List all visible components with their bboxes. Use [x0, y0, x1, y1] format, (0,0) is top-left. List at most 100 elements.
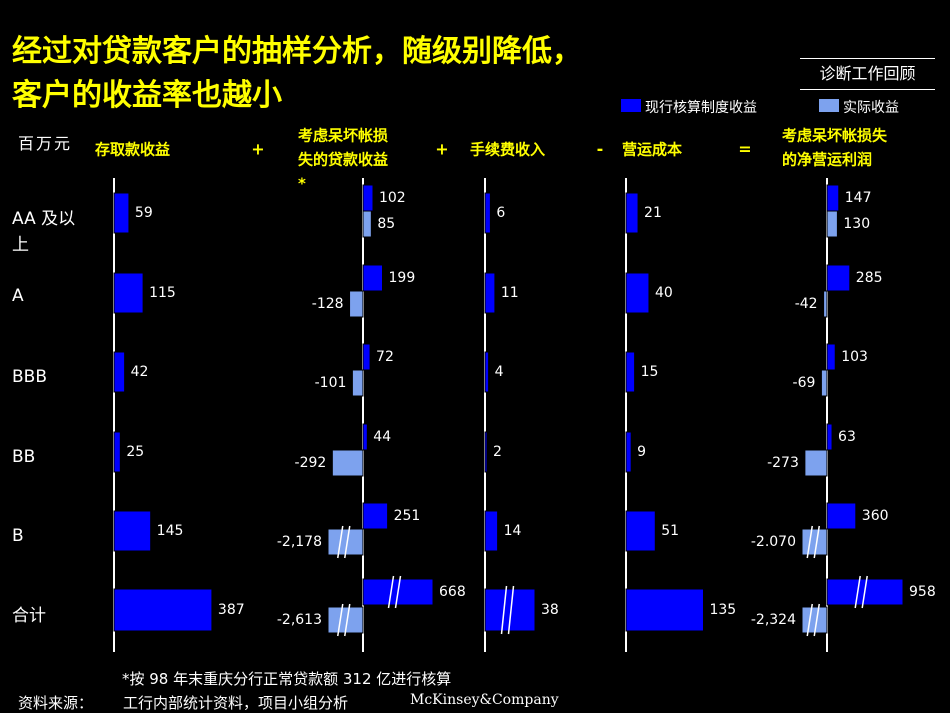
bar-p5-s1-r2: [826, 264, 851, 292]
bar-p5-s2-r3: [820, 369, 828, 397]
bar-p2-s1-r3: [362, 343, 371, 371]
bar-p5-s2-r5-break-b: [813, 525, 820, 559]
data-label-p2-s1-r4: 44: [373, 429, 391, 445]
data-label-p4-s1-r4: 9: [637, 444, 646, 460]
data-label-p5-s2-r4: -273: [767, 455, 799, 471]
bar-p4-s1-r2: [625, 272, 650, 314]
data-label-p3-s1-r1: 6: [496, 205, 505, 221]
bar-p4-s1-r6: [625, 588, 704, 632]
data-label-p2-s2-r4: -292: [295, 455, 327, 471]
bar-p2-s2-r1: [362, 210, 372, 238]
bar-p5-s2-r6-break-b: [813, 603, 820, 637]
legend-actual-label: 实际收益: [843, 100, 899, 116]
data-label-p1-s1-r3: 42: [131, 364, 149, 380]
bar-p1-s1-r6: [113, 588, 213, 632]
data-label-p2-s1-r3: 72: [376, 349, 394, 365]
legend-current-label: 现行核算制度收益: [645, 100, 757, 116]
bar-p3-s1-r5: [484, 510, 499, 552]
section-tag: 诊断工作回顾: [800, 58, 935, 90]
data-label-p3-s1-r4: 2: [493, 444, 502, 460]
data-label-p5-s1-r4: 63: [838, 429, 856, 445]
bar-p2-s2-r5-break-a: [337, 525, 344, 559]
operator-3: -: [597, 140, 604, 159]
bar-p2-s1-r6-break-b: [394, 575, 402, 609]
data-label-p3-s1-r5: 14: [504, 523, 522, 539]
bar-p5-s2-r5-break-a: [806, 525, 813, 559]
data-label-p2-s1-r6: 668: [439, 584, 466, 600]
bar-p1-s1-r5: [113, 510, 152, 552]
operator-1: +: [251, 140, 264, 159]
data-label-p1-s1-r1: 59: [135, 205, 153, 221]
bar-p2-s2-r6-break-a: [337, 603, 344, 637]
bar-p5-s1-r3: [826, 343, 836, 371]
bar-p5-s1-r6-break-a: [854, 575, 861, 609]
page-title-line-2: 客户的收益率也越小: [12, 78, 282, 113]
data-label-p5-s2-r5: -2.070: [751, 534, 796, 550]
bar-p2-s1-r1: [362, 184, 374, 212]
page-title: 经过对贷款客户的抽样分析，随级别降低， 客户的收益率也越小: [12, 30, 812, 118]
data-label-p4-s1-r6: 135: [709, 602, 736, 618]
bar-p2-s2-r6-break-b: [344, 603, 351, 637]
operator-4: =: [738, 140, 751, 159]
data-label-p5-s1-r5: 360: [862, 508, 889, 524]
bar-p5-s1-r5: [826, 502, 857, 530]
category-label-5: B: [12, 526, 24, 546]
bar-p5-s2-r6: [801, 606, 828, 634]
panel-header-1: 存取款收益: [95, 141, 170, 159]
data-label-p5-s2-r6: -2,324: [751, 612, 796, 628]
brand-logo-text: McKinsey&Company: [410, 692, 559, 708]
data-label-p1-s1-r2: 115: [149, 285, 176, 301]
data-label-p4-s1-r2: 40: [655, 285, 673, 301]
data-label-p3-s1-r6: 38: [541, 602, 559, 618]
bar-p4-s1-r4: [625, 431, 632, 473]
bar-p2-s1-r4: [362, 423, 368, 451]
legend-actual: 实际收益: [818, 97, 899, 117]
panel-header-3: 手续费收入: [470, 141, 545, 159]
panel-header-2-line-3: *: [298, 175, 306, 193]
bar-p5-s1-r4: [826, 423, 833, 451]
category-label-6: 合计: [12, 606, 46, 626]
data-label-p5-s2-r3: -69: [793, 375, 816, 391]
category-label-1-line-2: 上: [12, 235, 29, 255]
data-label-p5-s1-r3: 103: [841, 349, 868, 365]
panel-header-2-line-1: 考虑呆坏帐损: [298, 127, 388, 145]
data-label-p5-s1-r2: 285: [856, 270, 883, 286]
bar-p2-s1-r5: [362, 502, 389, 530]
footnote: *按 98 年末重庆分行正常贷款额 312 亿进行核算: [122, 670, 452, 688]
data-label-p1-s1-r4: 25: [126, 444, 144, 460]
bar-p2-s1-r6-break-a: [387, 575, 395, 609]
legend-current-swatch: [620, 98, 642, 113]
category-label-1-line-1: AA 及以: [12, 209, 75, 229]
source-text: 工行内部统计资料，项目小组分析: [123, 694, 349, 712]
source-note: 资料来源： 工行内部统计资料，项目小组分析: [18, 692, 348, 713]
bar-p3-s1-r1: [484, 192, 491, 234]
bar-p4-s1-r5: [625, 510, 656, 552]
bar-p4-s1-r1: [625, 192, 639, 234]
page-title-line-1: 经过对贷款客户的抽样分析，随级别降低，: [12, 34, 582, 69]
bar-p1-s1-r3: [113, 351, 126, 393]
data-label-p5-s2-r2: -42: [795, 296, 818, 312]
data-label-p2-s2-r6: -2,613: [277, 612, 322, 628]
panel-header-4: 营运成本: [622, 141, 682, 159]
data-label-p4-s1-r5: 51: [661, 523, 679, 539]
bar-p3-s1-r4: [484, 431, 488, 473]
bar-p5-s1-r1: [826, 184, 840, 212]
bar-p2-s2-r5-break-b: [344, 525, 351, 559]
bar-p2-s2-r3: [351, 369, 364, 397]
data-label-p3-s1-r2: 11: [501, 285, 519, 301]
bar-p5-s1-r6-break-b: [861, 575, 868, 609]
bar-p4-s1-r3: [625, 351, 636, 393]
data-label-p4-s1-r3: 15: [641, 364, 659, 380]
data-label-p2-s2-r2: -128: [312, 296, 344, 312]
data-label-p2-s2-r3: -101: [315, 375, 347, 391]
bar-p2-s2-r4: [331, 449, 364, 477]
bar-p5-s2-r2: [823, 290, 828, 318]
legend-actual-swatch: [818, 98, 840, 113]
bar-p5-s2-r1: [826, 210, 838, 238]
data-label-p3-s1-r3: 4: [495, 364, 504, 380]
data-label-p4-s1-r1: 21: [644, 205, 662, 221]
bar-p3-s1-r6-break-a: [500, 585, 508, 635]
data-label-p5-s1-r6: 958: [909, 584, 936, 600]
legend-current: 现行核算制度收益: [620, 97, 757, 117]
